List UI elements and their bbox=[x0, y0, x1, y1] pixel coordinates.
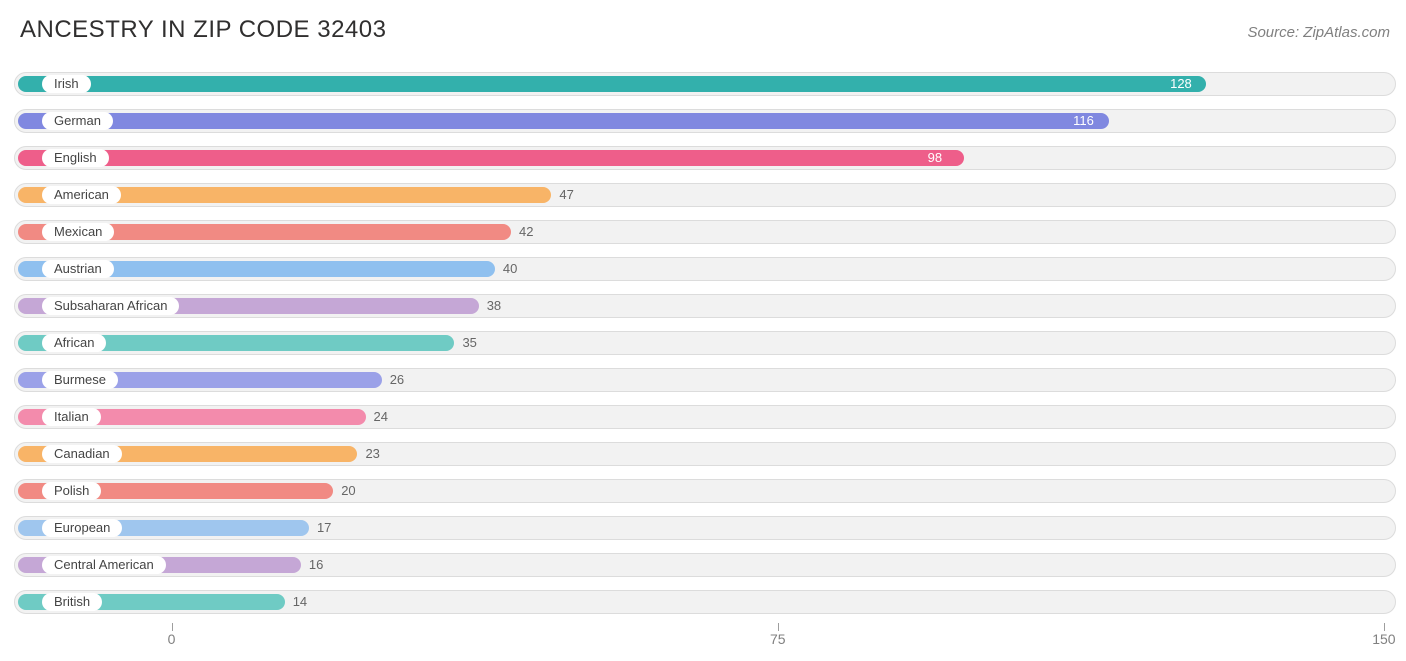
bar-fill bbox=[18, 150, 964, 166]
value-label: 42 bbox=[519, 224, 533, 240]
plot-area: Irish 128 German 116 English 98 American 47 Mexi… bbox=[14, 68, 1396, 618]
bar-row: Italian 24 bbox=[14, 401, 1396, 433]
bar-fill bbox=[18, 113, 1109, 129]
bar-row: English 98 bbox=[14, 142, 1396, 174]
category-pill: Burmese bbox=[42, 371, 118, 389]
category-pill: Mexican bbox=[42, 223, 114, 241]
bar-row: British 14 bbox=[14, 586, 1396, 618]
header-row: ANCESTRY IN ZIP CODE 32403 Source: ZipAt… bbox=[14, 16, 1396, 44]
category-pill: English bbox=[42, 149, 109, 167]
bar-row: Subsaharan African 38 bbox=[14, 290, 1396, 322]
bar-row: Canadian 23 bbox=[14, 438, 1396, 470]
axis-tick bbox=[172, 623, 173, 631]
bar-row: Mexican 42 bbox=[14, 216, 1396, 248]
bar-row: Central American 16 bbox=[14, 549, 1396, 581]
bar-row: African 35 bbox=[14, 327, 1396, 359]
bar-row: Polish 20 bbox=[14, 475, 1396, 507]
chart-container: ANCESTRY IN ZIP CODE 32403 Source: ZipAt… bbox=[0, 0, 1406, 661]
value-label: 16 bbox=[309, 557, 323, 573]
x-axis: 0 75 150 bbox=[14, 623, 1396, 651]
value-label: 38 bbox=[487, 298, 501, 314]
value-label: 20 bbox=[341, 483, 355, 499]
category-pill: African bbox=[42, 334, 106, 352]
value-label: 23 bbox=[365, 446, 379, 462]
source-attribution: Source: ZipAtlas.com bbox=[1247, 24, 1390, 41]
value-label: 14 bbox=[293, 594, 307, 610]
value-label: 47 bbox=[559, 187, 573, 203]
category-pill: Austrian bbox=[42, 260, 114, 278]
category-pill: Subsaharan African bbox=[42, 297, 179, 315]
category-pill: Central American bbox=[42, 556, 166, 574]
bar-row: Irish 128 bbox=[14, 68, 1396, 100]
category-pill: Canadian bbox=[42, 445, 122, 463]
axis-tick bbox=[1384, 623, 1385, 631]
category-pill: British bbox=[42, 593, 102, 611]
category-pill: American bbox=[42, 186, 121, 204]
axis-tick-label: 75 bbox=[770, 631, 786, 647]
category-pill: Polish bbox=[42, 482, 101, 500]
value-label: 17 bbox=[317, 520, 331, 536]
value-label: 35 bbox=[462, 335, 476, 351]
category-pill: Irish bbox=[42, 75, 91, 93]
axis-tick-label: 150 bbox=[1372, 631, 1395, 647]
chart-title: ANCESTRY IN ZIP CODE 32403 bbox=[20, 16, 386, 44]
bar-row: European 17 bbox=[14, 512, 1396, 544]
category-pill: European bbox=[42, 519, 122, 537]
bar-row: American 47 bbox=[14, 179, 1396, 211]
category-pill: German bbox=[42, 112, 113, 130]
category-pill: Italian bbox=[42, 408, 101, 426]
value-label: 98 bbox=[928, 150, 942, 166]
value-label: 26 bbox=[390, 372, 404, 388]
value-label: 116 bbox=[1073, 113, 1094, 129]
value-label: 24 bbox=[374, 409, 388, 425]
axis-tick bbox=[778, 623, 779, 631]
value-label: 128 bbox=[1170, 76, 1192, 92]
value-label: 40 bbox=[503, 261, 517, 277]
bar-row: Austrian 40 bbox=[14, 253, 1396, 285]
bar-row: German 116 bbox=[14, 105, 1396, 137]
axis-tick-label: 0 bbox=[168, 631, 176, 647]
bar-row: Burmese 26 bbox=[14, 364, 1396, 396]
bar-fill bbox=[18, 76, 1206, 92]
